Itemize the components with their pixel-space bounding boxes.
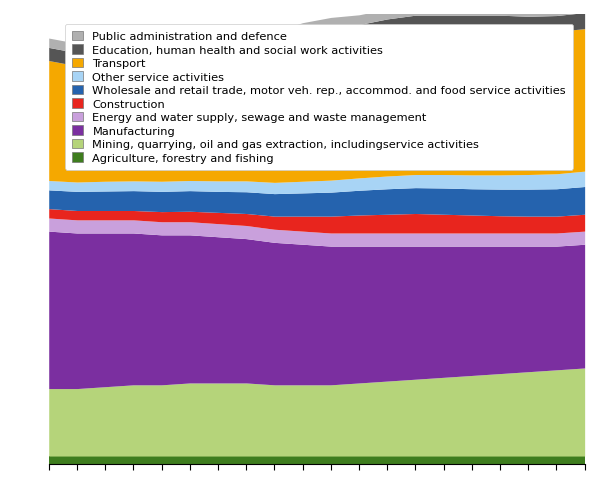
Legend: Public administration and defence, Education, human health and social work activ: Public administration and defence, Educa… <box>65 25 573 170</box>
